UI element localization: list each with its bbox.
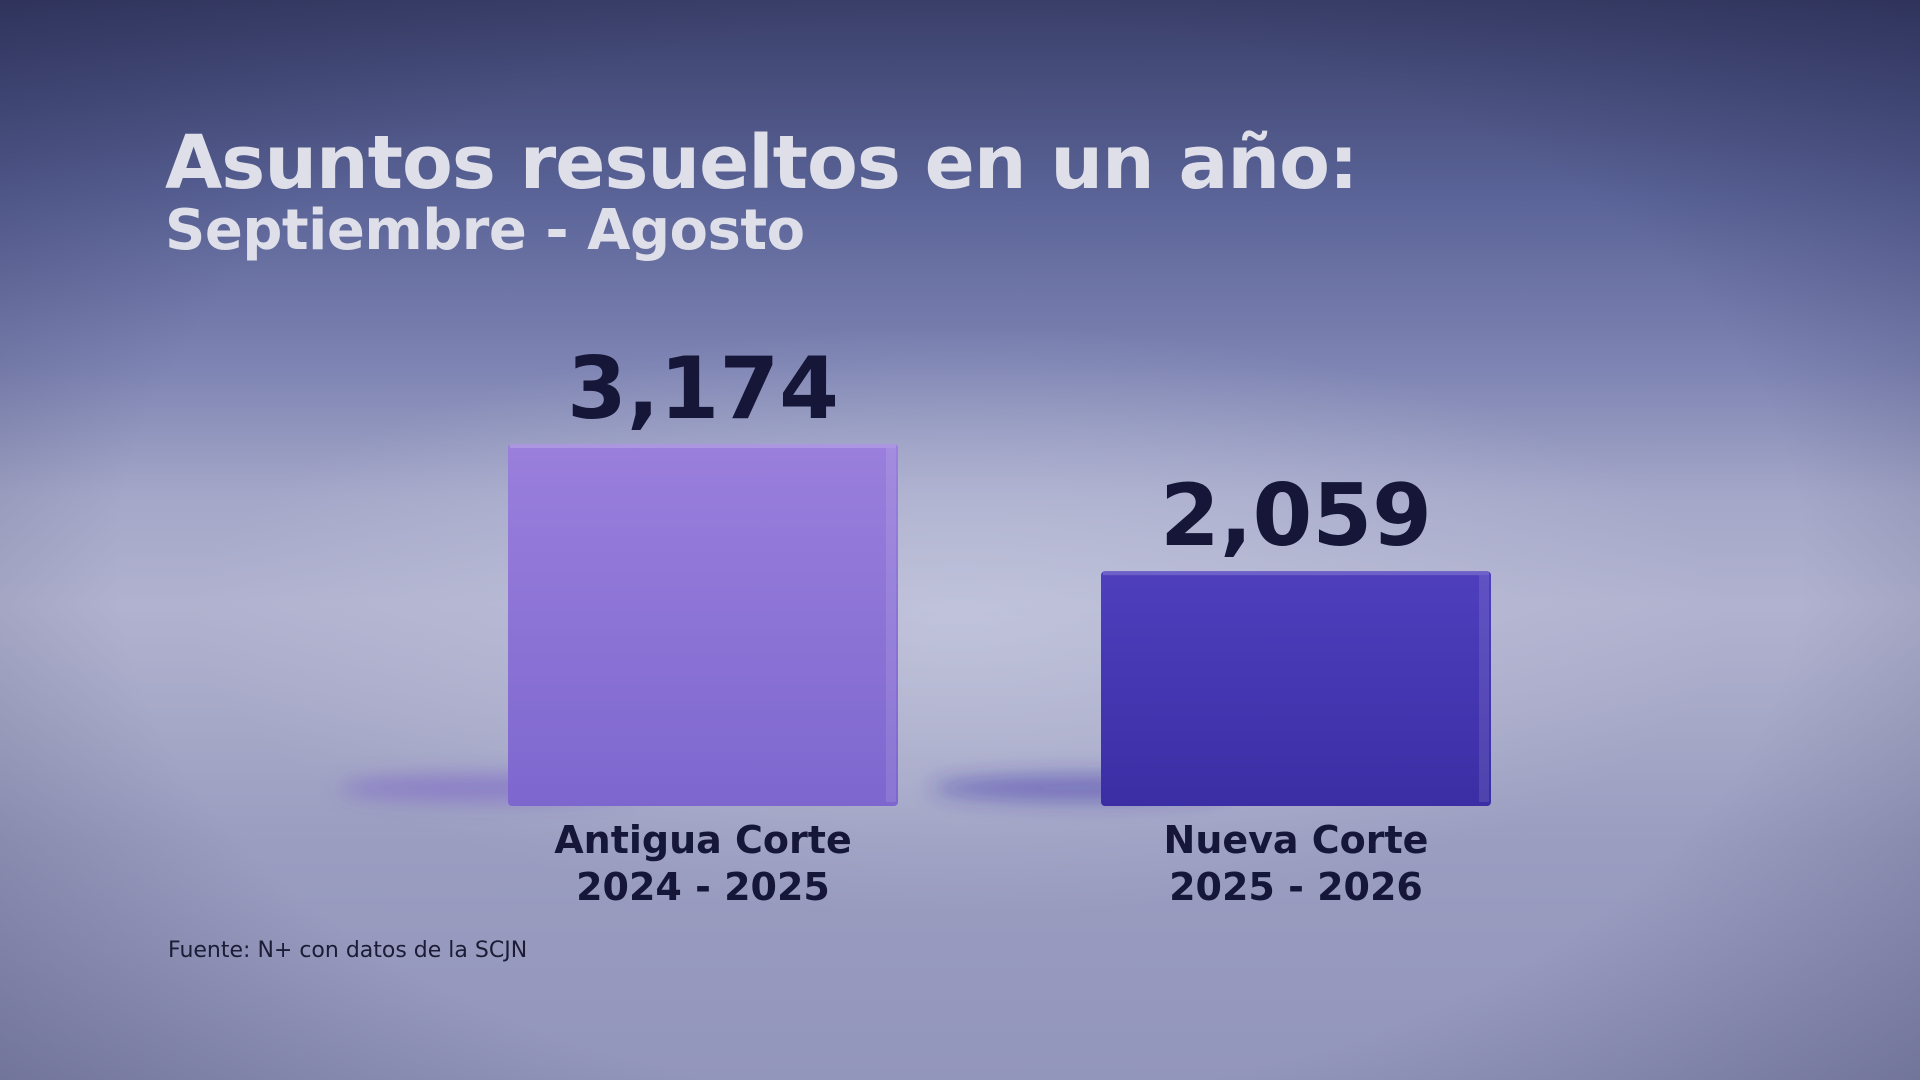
- source-note: Fuente: N+ con datos de la SCJN: [168, 938, 528, 963]
- category-label-2-line-2: 2025 - 2026: [1169, 865, 1423, 909]
- value-label-2: 2,059: [1160, 466, 1432, 566]
- bar-top-1: [510, 444, 896, 448]
- bar-1: [508, 444, 898, 806]
- chart-title: Asuntos resueltos en un año:: [165, 120, 1358, 206]
- bar-2: [1101, 571, 1491, 806]
- value-label-1: 3,174: [567, 339, 839, 439]
- bar-edge-2: [1479, 575, 1489, 802]
- chart-subtitle: Septiembre - Agosto: [165, 198, 805, 263]
- category-label-2-line-1: Nueva Corte: [1164, 818, 1429, 862]
- bar-edge-1: [886, 448, 896, 802]
- bar-top-2: [1103, 571, 1489, 576]
- category-label-1-line-1: Antigua Corte: [554, 818, 851, 862]
- category-label-1-line-2: 2024 - 2025: [576, 865, 830, 909]
